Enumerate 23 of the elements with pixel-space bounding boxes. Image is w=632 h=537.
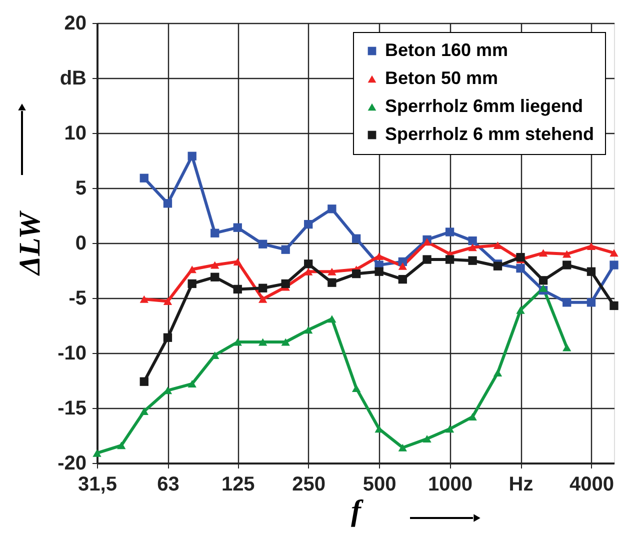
x-tick-label: 31,5: [78, 474, 117, 496]
legend-label: Beton 50 mm: [385, 68, 498, 88]
x-axis-title: f: [351, 494, 364, 528]
x-tick-label: 125: [221, 474, 255, 496]
x-tick-label: 500: [362, 474, 396, 496]
y-tick-label: 0: [75, 232, 86, 254]
legend-label: Sperrholz 6 mm stehend: [385, 124, 594, 144]
legend-label: Sperrholz 6mm liegend: [385, 96, 584, 116]
legend-label: Beton 160 mm: [385, 40, 508, 60]
y-tick-label: 20: [64, 12, 86, 34]
y-tick-label: 5: [75, 178, 86, 200]
x-tick-label: 4000: [569, 474, 614, 496]
y-tick-label: -5: [68, 288, 86, 310]
x-tick-label: 250: [292, 474, 326, 496]
x-tick-label: 63: [157, 474, 180, 496]
x-tick-label: Hz: [508, 474, 534, 496]
x-tick-label: 1000: [428, 474, 473, 496]
y-tick-label: -15: [58, 398, 86, 420]
y-tick-label: dB: [60, 68, 86, 90]
y-tick-label: -10: [58, 342, 86, 364]
y-axis-title: ΔLW: [14, 210, 47, 276]
y-tick-label: 10: [64, 122, 86, 144]
y-tick-label: -20: [58, 452, 86, 474]
